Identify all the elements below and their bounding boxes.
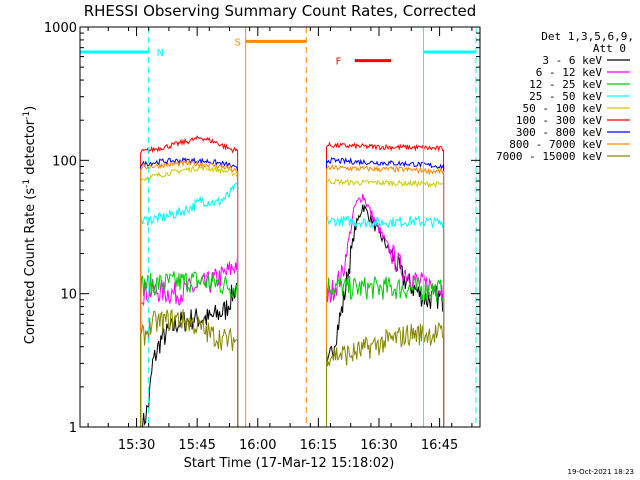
annotation-label: F	[336, 57, 342, 68]
footer-date: 19-Oct-2021 18:23	[568, 468, 634, 476]
annotation-label: N	[157, 48, 164, 59]
legend-label: 6 - 12 keV	[536, 66, 603, 79]
legend-label: 25 - 50 keV	[529, 90, 602, 103]
x-tick-label: 16:30	[360, 438, 397, 453]
series-line-6	[326, 157, 445, 427]
series-line-5	[326, 141, 445, 427]
series-line-2	[140, 271, 239, 427]
y-label-part3: )	[23, 106, 38, 111]
legend-label: 50 - 100 keV	[523, 102, 603, 115]
x-tick-label: 15:45	[178, 438, 215, 453]
legend-label: 300 - 800 keV	[516, 126, 602, 139]
legend-label: 12 - 25 keV	[529, 78, 602, 91]
y-label-sup1: -1	[22, 179, 32, 188]
series-line-0	[142, 283, 239, 428]
legend-label: 100 - 300 keV	[516, 114, 602, 127]
series-line-4	[140, 164, 239, 427]
series-line-7	[326, 164, 445, 427]
legend-label: 3 - 6 keV	[542, 54, 602, 67]
x-tick-label: 15:30	[118, 438, 155, 453]
y-label-part1: Corrected Count Rate (s	[23, 188, 38, 345]
legend-title: Det 1,3,5,6,9,	[541, 30, 634, 43]
y-label-part2: detector	[23, 119, 38, 179]
plot-area	[140, 135, 445, 428]
annotations: N S F	[79, 27, 477, 427]
legend-label: 7000 - 15000 keV	[496, 150, 602, 163]
x-axis-label: Start Time (17-Mar-12 15:18:02)	[184, 456, 395, 471]
y-axis-label: Corrected Count Rate (s-1 detector-1)	[22, 106, 38, 344]
y-tick-label: 1000	[44, 21, 77, 36]
series-line-8	[326, 322, 445, 427]
series-line-2	[326, 276, 445, 427]
y-tick-label: 100	[52, 154, 77, 169]
x-tick-label: 16:45	[421, 438, 458, 453]
annotation-label: S	[235, 37, 241, 48]
series-line-3	[326, 215, 445, 427]
y-tick-label: 10	[60, 288, 77, 303]
series-line-1	[140, 253, 239, 427]
series-line-1	[326, 193, 445, 427]
series-line-4	[326, 178, 445, 427]
x-tick-label: 16:00	[239, 438, 276, 453]
series-line-8	[140, 308, 239, 427]
plot-frame	[79, 26, 481, 428]
legend-att: Att 0	[593, 42, 626, 55]
y-label-sup2: -1	[22, 111, 32, 120]
chart-title: RHESSI Observing Summary Count Rates, Co…	[84, 2, 477, 20]
legend-label: 800 - 7000 keV	[509, 138, 602, 151]
series-line-7	[140, 159, 239, 427]
y-tick-label: 1	[69, 421, 77, 436]
series-line-0	[326, 204, 445, 427]
series-line-5	[140, 135, 239, 427]
axes: 1 10 100 1000 15:30 15:45 16:00 16:15 16:30 16:45	[44, 21, 481, 453]
series-line-3	[140, 181, 239, 427]
x-tick-label: 16:15	[300, 438, 337, 453]
